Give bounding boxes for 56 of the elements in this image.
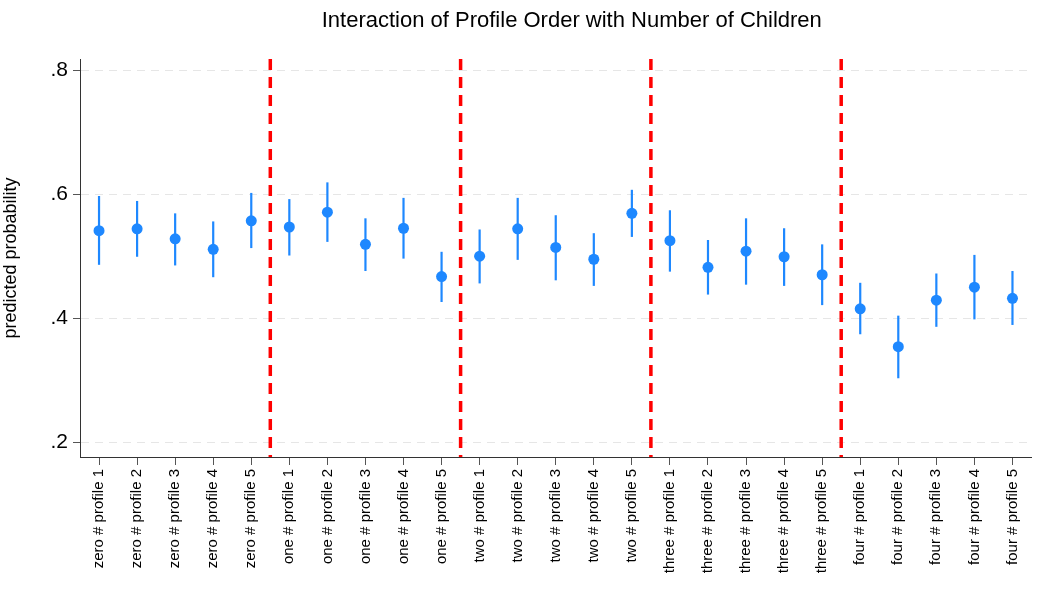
point [321, 206, 333, 218]
x-tick-label: three # profile 1 [660, 469, 678, 574]
x-tick-label: zero # profile 2 [127, 469, 145, 569]
point [588, 253, 600, 265]
x-tick-label: two # profile 2 [507, 469, 525, 563]
x-tick-label: two # profile 3 [545, 469, 563, 563]
x-tick-label: two # profile 4 [583, 469, 601, 563]
x-tick-label: four # profile 1 [850, 469, 868, 565]
point [550, 241, 562, 253]
point [854, 303, 866, 315]
y-axis-title: predicted probability [0, 177, 20, 339]
x-tick-label: four # profile 3 [926, 469, 944, 565]
point [283, 221, 295, 233]
point [169, 233, 181, 245]
x-tick-label: three # profile 3 [736, 469, 754, 574]
chart-title: Interaction of Profile Order with Number of Children [321, 7, 822, 33]
y-tick-label: .6 [50, 180, 68, 204]
x-tick-label: four # profile 2 [888, 469, 906, 565]
x-tick-label: three # profile 4 [774, 469, 792, 574]
x-tick-label: three # profile 2 [698, 469, 716, 574]
x-tick-label: one # profile 4 [393, 469, 411, 565]
x-tick-label: four # profile 4 [964, 469, 982, 565]
point [664, 235, 676, 247]
point [474, 250, 486, 262]
x-tick-label: three # profile 5 [812, 469, 830, 574]
x-tick-label: four # profile 5 [1002, 469, 1020, 565]
point [702, 261, 714, 273]
x-tick-label: two # profile 5 [622, 469, 640, 563]
x-tick-label: one # profile 1 [279, 469, 297, 565]
point [398, 222, 410, 234]
x-tick-label: one # profile 3 [355, 469, 373, 565]
x-tick-label: zero # profile 5 [241, 469, 259, 569]
y-tick-label: .8 [50, 56, 68, 80]
point [816, 269, 828, 281]
point [359, 238, 371, 250]
point [245, 215, 257, 227]
point [930, 294, 942, 306]
x-tick-label: zero # profile 4 [203, 469, 221, 569]
point [778, 251, 790, 263]
point [1006, 292, 1018, 304]
y-tick-label: .2 [50, 428, 68, 452]
point [93, 225, 105, 237]
point [512, 223, 524, 235]
point [740, 245, 752, 257]
x-tick-label: zero # profile 3 [165, 469, 183, 569]
y-tick-label: .4 [50, 304, 69, 328]
point [892, 341, 904, 353]
point [207, 243, 219, 255]
x-tick-label: one # profile 2 [317, 469, 335, 565]
x-tick-label: two # profile 1 [469, 469, 487, 563]
point [131, 223, 143, 235]
point [968, 281, 980, 293]
point [436, 271, 448, 283]
x-tick-label: one # profile 5 [431, 469, 449, 565]
point [626, 207, 638, 219]
x-tick-label: zero # profile 1 [89, 469, 107, 569]
